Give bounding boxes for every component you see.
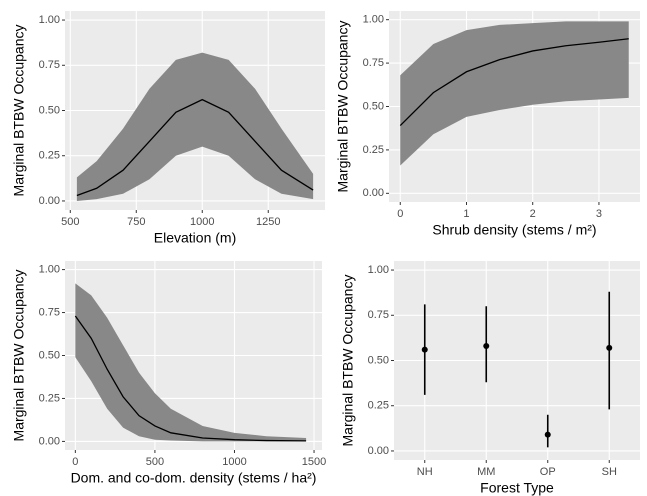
x-tick-label: MM <box>477 466 495 478</box>
line <box>74 315 307 442</box>
y-tick-label: 1.00 <box>368 264 389 276</box>
x-tick-label: 500 <box>146 456 164 468</box>
y-tick-label: 0.00 <box>39 435 60 447</box>
y-tick-label: 0.75 <box>39 306 60 318</box>
y-tick-label: 0.75 <box>363 57 384 69</box>
y-tick-label: 0.25 <box>363 144 384 156</box>
x-tick-label: SH <box>602 466 617 478</box>
y-tick-label: 0.50 <box>39 349 60 361</box>
x-tick-label: 1000 <box>190 216 214 228</box>
x-tick-label: 1250 <box>256 216 280 228</box>
point <box>483 343 490 350</box>
y-tick-label: 0.00 <box>39 195 60 207</box>
x-axis-title: Dom. and co-dom. density (stems / ha²) <box>71 470 317 486</box>
x-tick-label: 3 <box>596 208 602 220</box>
x-tick-label: 1000 <box>222 456 246 468</box>
y-tick-label: 1.00 <box>363 14 384 26</box>
x-axis-title: Shrub density (stems / m²) <box>432 222 596 238</box>
y-tick-label: 0.25 <box>39 392 60 404</box>
x-axis-title: Forest Type <box>480 480 554 496</box>
x-tick-label: 0 <box>72 456 78 468</box>
y-tick-label: 1.00 <box>39 263 60 275</box>
point <box>421 346 428 353</box>
confidence-band <box>76 52 314 201</box>
point <box>606 344 613 351</box>
y-tick-label: 0.75 <box>39 59 60 71</box>
point <box>544 431 551 438</box>
line <box>399 38 629 127</box>
y-tick-label: 0.25 <box>368 400 389 412</box>
confidence-band <box>75 283 307 442</box>
y-tick-label: 0.50 <box>39 104 60 116</box>
y-axis-title: Marginal BTBW Occupancy <box>11 270 27 442</box>
x-tick-label: 2 <box>530 208 536 220</box>
y-tick-label: 0.75 <box>368 309 389 321</box>
confidence-band <box>400 21 629 166</box>
x-axis-title: Elevation (m) <box>154 230 236 246</box>
x-tick-label: 1500 <box>302 456 326 468</box>
y-tick-label: 1.00 <box>39 14 60 26</box>
y-tick-label: 0.00 <box>363 187 384 199</box>
x-tick-label: 0 <box>397 208 403 220</box>
line <box>76 98 314 197</box>
y-axis-title: Marginal BTBW Occupancy <box>340 275 356 447</box>
y-tick-label: 0.50 <box>368 354 389 366</box>
x-tick-label: 750 <box>127 216 145 228</box>
y-tick-label: 0.25 <box>39 150 60 162</box>
x-tick-label: OP <box>540 466 556 478</box>
y-axis-title: Marginal BTBW Occupancy <box>11 25 27 197</box>
y-tick-label: 0.50 <box>363 100 384 112</box>
y-axis-title: Marginal BTBW Occupancy <box>335 21 351 193</box>
y-tick-label: 0.00 <box>368 445 389 457</box>
x-tick-label: 500 <box>61 216 79 228</box>
x-tick-label: NH <box>417 466 433 478</box>
x-tick-label: 1 <box>463 208 469 220</box>
